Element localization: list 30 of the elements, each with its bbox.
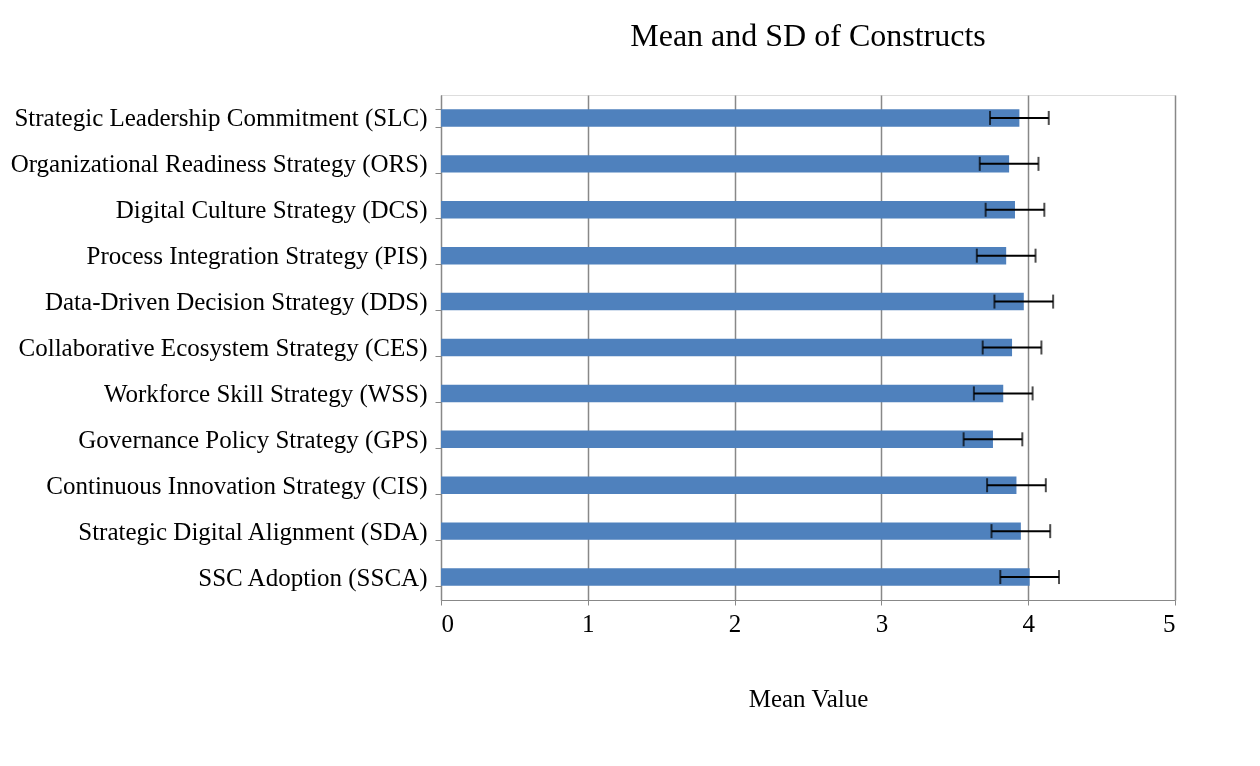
bar [441, 568, 1030, 586]
y-tick-label: Strategic Leadership Commitment (SLC) [14, 104, 428, 133]
bar [441, 201, 1015, 219]
x-axis-title: Mean Value [748, 684, 869, 712]
x-tick-label: 5 [1163, 609, 1176, 637]
chart-title: Mean and SD of Constructs [630, 17, 986, 53]
x-tick-label: 2 [728, 609, 742, 637]
y-tick-label: Digital Culture Strategy (DCS) [115, 196, 428, 225]
x-tick-label: 3 [875, 609, 889, 637]
x-tick-label: 1 [582, 609, 595, 637]
y-tick-label: Strategic Digital Alignment (SDA) [78, 517, 428, 546]
x-tick-label: 0 [441, 609, 454, 637]
bar [441, 109, 1020, 127]
bar [441, 430, 993, 449]
bar [441, 246, 1007, 265]
bar [441, 338, 1013, 357]
y-tick-label: Data-Driven Decision Strategy (DDS) [44, 288, 428, 317]
y-tick-label: Collaborative Ecosystem Strategy (CES) [18, 334, 428, 362]
bar [441, 155, 1010, 173]
bar [441, 522, 1021, 540]
y-tick-label: Workforce Skill Strategy (WSS) [103, 379, 428, 408]
bar [441, 384, 1004, 403]
y-tick-label: SSC Adoption (SSCA) [198, 563, 428, 592]
bar [441, 292, 1024, 311]
y-tick-label: Organizational Readiness Strategy (ORS) [10, 150, 428, 179]
bar [441, 476, 1017, 494]
y-tick-label: Continuous Innovation Strategy (CIS) [46, 471, 428, 500]
y-tick-label: Process Integration Strategy (PIS) [86, 242, 428, 271]
x-tick-label: 4 [1022, 609, 1036, 637]
y-tick-label: Governance Policy Strategy (GPS) [78, 425, 428, 454]
